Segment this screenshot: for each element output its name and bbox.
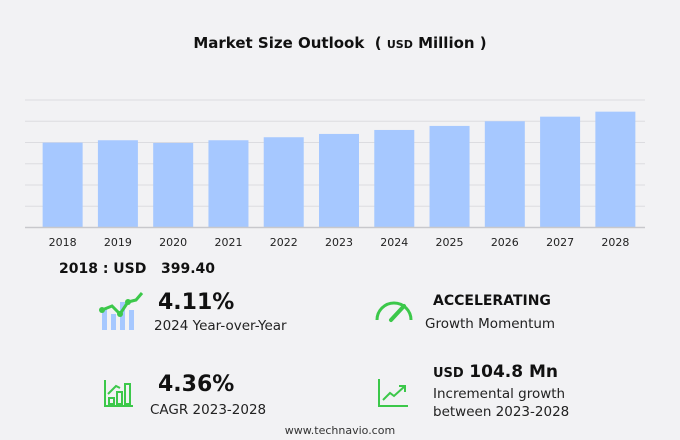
base-year-label: 2018 : USD [59, 261, 147, 277]
bar-2025 [429, 125, 470, 228]
yoy-value: 4.11% [158, 290, 235, 315]
bar-2021 [208, 140, 249, 228]
x-tick-label: 2019 [104, 236, 132, 249]
x-tick-label: 2028 [601, 236, 629, 249]
base-year-number: 399.40 [161, 261, 216, 277]
momentum-label: Growth Momentum [425, 316, 556, 332]
bar-2022 [263, 137, 304, 228]
bar-2020 [153, 142, 194, 228]
chart-title: Market Size Outlook ( USD Million ) [193, 34, 487, 52]
incremental-number: 104.8 Mn [469, 362, 559, 382]
momentum-value: ACCELERATING [433, 293, 551, 309]
x-tick-label: 2026 [491, 236, 519, 249]
bar-chart: 2018 2019 2020 2021 2022 2023 2024 2025 2026 2027… [25, 99, 645, 249]
unit-text: Million [418, 34, 475, 52]
bar-2023 [319, 133, 359, 228]
incremental-prefix: USD [433, 366, 464, 381]
bar-chart-growth-icon [104, 380, 133, 407]
incremental-value: USD 104.8 Mn [433, 362, 558, 382]
bar-2028 [595, 111, 636, 228]
x-tick-label: 2024 [380, 236, 408, 249]
speedometer-icon [375, 301, 413, 322]
cagr-label: CAGR 2023-2028 [150, 402, 267, 418]
bar-2024 [374, 129, 415, 228]
base-year-value: 2018 : USD 399.40 [59, 261, 215, 277]
trend-up-icon [378, 379, 408, 407]
x-tick-label: 2021 [214, 236, 242, 249]
cagr-value: 4.36% [158, 372, 235, 397]
x-tick-label: 2018 [49, 236, 77, 249]
title-text: Market Size Outlook [193, 34, 365, 52]
bar-2018 [42, 142, 83, 228]
bar-2019 [97, 140, 138, 228]
growth-chart-icon [99, 292, 144, 330]
x-tick-label: 2027 [546, 236, 574, 249]
x-tick-label: 2022 [270, 236, 298, 249]
yoy-label: 2024 Year-over-Year [154, 318, 287, 334]
bar-2026 [484, 121, 525, 228]
footer-url: www.technavio.com [284, 424, 396, 437]
unit-prefix: USD [386, 38, 413, 51]
x-tick-label: 2025 [436, 236, 464, 249]
bar-2027 [540, 116, 581, 228]
incremental-label-2: between 2023-2028 [433, 404, 570, 420]
x-tick-label: 2023 [325, 236, 353, 249]
x-tick-label: 2020 [159, 236, 187, 249]
incremental-label-1: Incremental growth [433, 386, 566, 402]
